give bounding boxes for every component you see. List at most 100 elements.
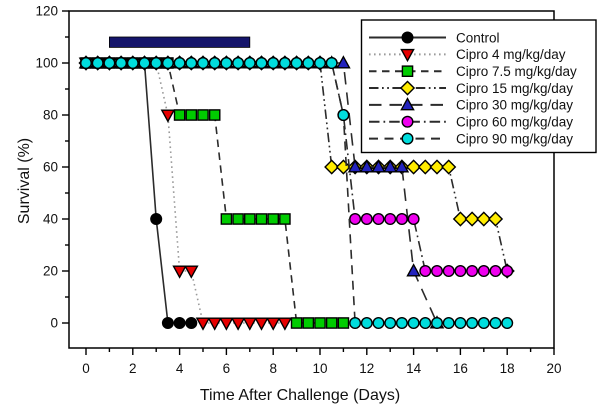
series-marker-cipro-90: [419, 317, 432, 330]
y-tick-label: 60: [43, 160, 58, 175]
series-marker-cipro-90: [150, 57, 163, 70]
series-marker-cipro-30: [394, 159, 410, 173]
legend-marker-control: [401, 31, 414, 44]
x-axis: 0 2 4 6 8 10 12 14 16 18 20 Time After Challenge (D…: [82, 348, 562, 404]
series-marker-cipro-60: [372, 212, 385, 225]
series-line-cipro-4: [86, 62, 285, 324]
series-marker-cipro-30: [359, 159, 375, 173]
series-marker-cipro-60: [477, 265, 490, 278]
series-marker-cipro-7-5: [279, 213, 291, 225]
series-marker-cipro-90: [477, 317, 490, 330]
legend-label-cipro-7-5: Cipro 7.5 mg/kg/day: [456, 64, 577, 79]
series-marker-cipro-90: [243, 57, 256, 70]
y-tick-label: 80: [43, 108, 58, 123]
x-tick-label: 16: [453, 361, 468, 376]
series-marker-cipro-90: [431, 317, 444, 330]
series-marker-cipro-90: [466, 317, 479, 330]
series-marker-cipro-30: [336, 55, 351, 69]
legend-marker-cipro-90: [401, 132, 414, 145]
y-tick-label: 100: [35, 56, 58, 71]
series-marker-cipro-90: [290, 57, 303, 70]
series-marker-cipro-60: [454, 265, 467, 278]
x-tick-label: 12: [359, 361, 374, 376]
series-marker-cipro-90: [442, 317, 455, 330]
x-axis-title: Time After Challenge (Days): [200, 387, 400, 404]
treatment-duration-bar: [109, 36, 251, 48]
series-marker-cipro-90: [115, 57, 128, 70]
legend-entry-cipro-60: Cipro 60 mg/kg/day: [369, 115, 573, 130]
y-axis: 0 20 40 60 80 100 120 Survival (%): [16, 4, 69, 331]
series-marker-control: [173, 317, 186, 330]
series-marker-cipro-60: [431, 265, 444, 278]
series-marker-cipro-15: [452, 211, 468, 227]
series-marker-cipro-90: [138, 57, 151, 70]
series-marker-cipro-60: [501, 265, 514, 278]
series-marker-cipro-90: [126, 57, 139, 70]
y-tick-label: 40: [43, 212, 58, 227]
series-marker-cipro-90: [91, 57, 104, 70]
series-marker-cipro-90: [325, 57, 338, 70]
series-marker-cipro-7-5: [267, 213, 280, 225]
series-marker-cipro-90: [196, 57, 209, 70]
legend-label-cipro-60: Cipro 60 mg/kg/day: [456, 115, 573, 130]
series-marker-cipro-90: [267, 57, 280, 70]
series-marker-cipro-60: [360, 212, 373, 225]
legend-marker-cipro-15: [399, 80, 416, 96]
series-marker-cipro-4: [219, 317, 234, 331]
series-marker-cipro-90: [302, 57, 315, 70]
series-marker-control: [150, 212, 163, 225]
x-tick-label: 2: [129, 361, 137, 376]
series-marker-cipro-90: [360, 317, 373, 330]
legend-marker-cipro-60: [401, 115, 414, 128]
legend-label-control: Control: [456, 30, 500, 45]
series-marker-control: [161, 317, 174, 330]
series-marker-cipro-90: [161, 57, 174, 70]
series-marker-cipro-15: [324, 159, 340, 175]
legend-entry-cipro-4: Cipro 4 mg/kg/day: [369, 47, 566, 62]
series-marker-cipro-4: [195, 317, 211, 331]
series-cipro-90: [79, 57, 514, 330]
legend-entry-cipro-7-5: Cipro 7.5 mg/kg/day: [369, 64, 577, 79]
series-marker-cipro-4: [207, 317, 222, 331]
legend-marker-cipro-4: [400, 48, 415, 63]
series-marker-cipro-30: [406, 263, 421, 277]
series-marker-cipro-15: [335, 159, 351, 175]
x-tick-label: 20: [546, 361, 561, 376]
plot-border: [68, 10, 555, 349]
x-tick-label: 10: [312, 361, 327, 376]
legend-label-cipro-30: Cipro 30 mg/kg/day: [456, 98, 573, 113]
series-marker-cipro-90: [103, 57, 116, 70]
series-marker-cipro-90: [372, 317, 385, 330]
legend-entry-control: Control: [369, 30, 500, 45]
series-marker-cipro-60: [419, 265, 432, 278]
series-marker-cipro-15: [464, 211, 480, 227]
legend-marker-cipro-7-5: [401, 65, 414, 77]
series-marker-cipro-90: [407, 317, 420, 330]
series-marker-cipro-90: [208, 57, 221, 70]
series-marker-cipro-90: [337, 108, 350, 121]
x-tick-label: 8: [269, 361, 277, 376]
x-tick-label: 0: [82, 361, 90, 376]
legend-entry-cipro-15: Cipro 15 mg/kg/day: [369, 80, 573, 96]
legend-box: [360, 19, 597, 154]
legend-label-cipro-90: Cipro 90 mg/kg/day: [456, 131, 573, 146]
series-marker-cipro-4: [184, 265, 199, 279]
legend-marker-cipro-30: [400, 97, 415, 111]
series-marker-cipro-7-5: [185, 109, 198, 121]
series-marker-cipro-7-5: [290, 317, 303, 329]
series-marker-cipro-4: [172, 265, 187, 279]
series-marker-cipro-7-5: [243, 213, 256, 225]
series-marker-cipro-90: [79, 57, 92, 70]
legend-label-cipro-15: Cipro 15 mg/kg/day: [456, 81, 573, 96]
x-tick-label: 4: [176, 361, 184, 376]
legend-label-cipro-4: Cipro 4 mg/kg/day: [456, 47, 566, 62]
series-marker-cipro-60: [489, 265, 502, 278]
series-marker-cipro-15: [406, 159, 422, 175]
series-marker-cipro-60: [407, 212, 420, 225]
series-marker-cipro-90: [501, 317, 514, 330]
series-marker-cipro-7-5: [232, 213, 244, 225]
series-marker-cipro-60: [466, 265, 479, 278]
series-marker-cipro-90: [220, 57, 233, 70]
